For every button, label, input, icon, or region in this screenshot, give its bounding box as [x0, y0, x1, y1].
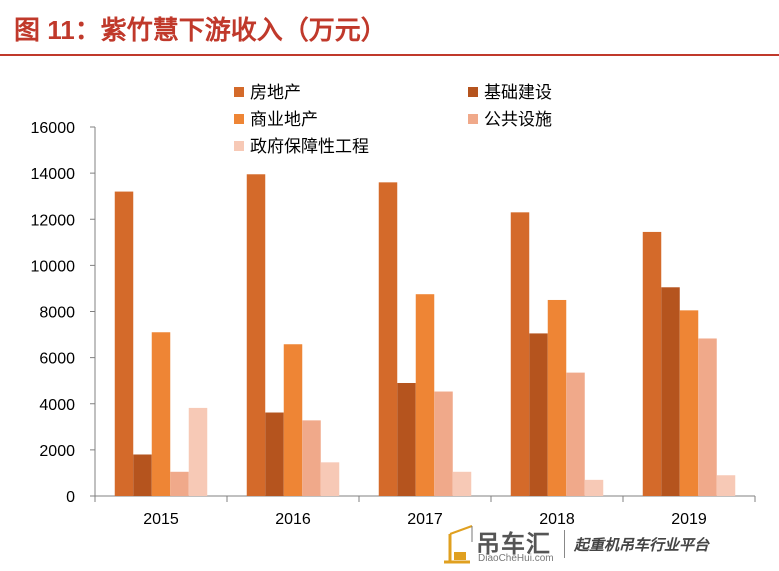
y-tick-label: 6000 — [39, 351, 75, 368]
bar — [114, 191, 134, 496]
bar — [133, 454, 152, 496]
y-tick-label: 14000 — [31, 166, 76, 183]
y-tick-label: 16000 — [31, 120, 76, 137]
y-tick-label: 4000 — [39, 397, 75, 414]
bar — [642, 231, 662, 496]
crane-icon — [444, 525, 473, 564]
legend-label: 商业地产 — [250, 110, 318, 129]
bar — [661, 287, 680, 496]
x-tick-label: 2018 — [539, 511, 575, 528]
bar — [151, 332, 171, 496]
bar — [265, 412, 284, 496]
bar — [584, 479, 604, 496]
legend-label: 公共设施 — [484, 110, 552, 129]
legend-label: 房地产 — [250, 83, 301, 102]
bar — [415, 294, 435, 496]
legend-swatch — [234, 114, 244, 124]
bar — [246, 174, 266, 496]
bar — [510, 212, 530, 497]
bar — [302, 420, 321, 496]
x-tick-label: 2017 — [407, 511, 443, 528]
legend-swatch — [468, 114, 478, 124]
bar — [698, 338, 717, 496]
bar — [378, 182, 398, 496]
bar — [679, 310, 699, 496]
y-tick-label: 8000 — [39, 305, 75, 322]
y-tick-label: 10000 — [31, 258, 76, 275]
bar — [188, 407, 208, 496]
chart-title: 图 11：紫竹慧下游收入（万元） — [14, 15, 387, 45]
legend-swatch — [234, 87, 244, 97]
watermark-url: DiaoCheHui.com — [478, 553, 554, 564]
legend-swatch — [234, 141, 244, 151]
watermark: 吊车汇 DiaoCheHui.com 起重机吊车行业平台 — [440, 522, 760, 566]
watermark-divider — [564, 530, 565, 558]
bar — [452, 471, 472, 496]
watermark-brand: 吊车汇 — [476, 531, 551, 558]
bar — [170, 471, 189, 496]
bar — [320, 462, 340, 496]
bar — [716, 475, 736, 496]
title-bar: 图 11：紫竹慧下游收入（万元） — [0, 0, 779, 56]
y-tick-label: 2000 — [39, 443, 75, 460]
x-tick-label: 2016 — [275, 511, 311, 528]
legend-swatch — [468, 87, 478, 97]
bar — [397, 382, 416, 496]
y-tick-label: 0 — [66, 489, 75, 506]
bar — [434, 391, 453, 496]
x-tick-label: 2019 — [671, 511, 707, 528]
x-tick-label: 2015 — [143, 511, 179, 528]
legend-label: 政府保障性工程 — [250, 137, 369, 156]
bar — [529, 333, 548, 496]
bar — [566, 372, 585, 496]
bar — [283, 344, 303, 496]
bar — [547, 299, 567, 496]
y-tick-label: 12000 — [31, 212, 76, 229]
legend-label: 基础建设 — [484, 83, 552, 102]
watermark-slogan: 起重机吊车行业平台 — [574, 537, 710, 554]
